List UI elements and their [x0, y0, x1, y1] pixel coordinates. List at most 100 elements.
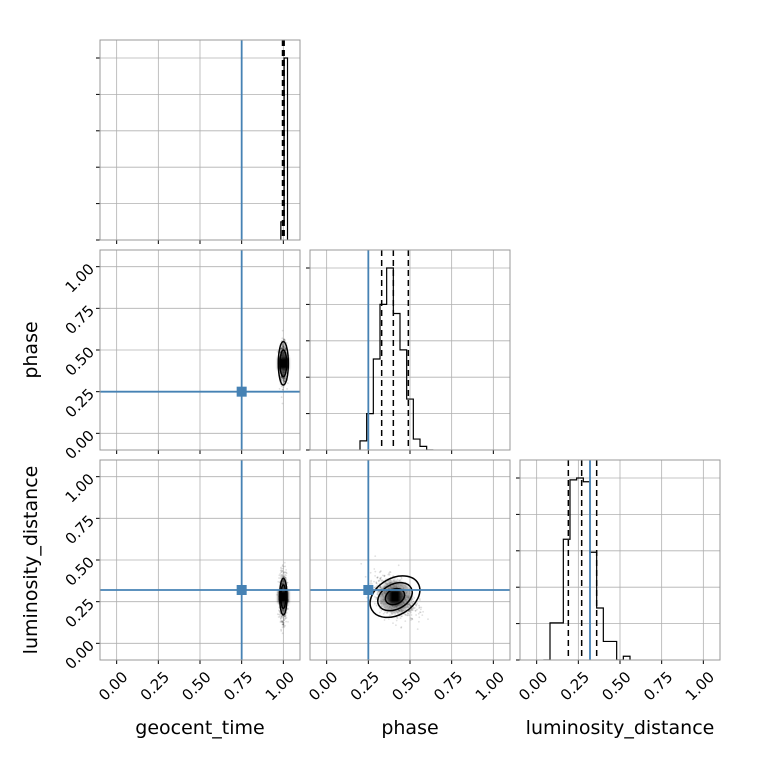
sample-point	[387, 573, 390, 576]
x-tick-label: 0.00	[95, 668, 131, 704]
sample-point	[281, 345, 283, 347]
sample-point	[280, 347, 283, 350]
density-peak	[278, 590, 289, 603]
x-tick-label: 0.50	[178, 668, 214, 704]
truth-marker	[236, 386, 247, 397]
sample-point	[281, 570, 284, 572]
sample-point	[375, 582, 378, 585]
sample-point	[370, 581, 372, 583]
sample-point	[283, 339, 286, 341]
sample-point	[280, 377, 283, 379]
sample-point	[279, 621, 282, 623]
panel-luminosity_distance-vs-phase: 0.00 0.25 0.50 0.75 1.00	[305, 459, 511, 704]
sample-point	[374, 595, 376, 598]
x-tick-label: 0.25	[557, 668, 593, 704]
sample-point	[283, 615, 286, 618]
sample-point	[394, 613, 396, 615]
sample-point	[400, 615, 403, 618]
sample-point	[284, 614, 287, 617]
sample-point	[282, 617, 285, 620]
sample-point	[283, 574, 286, 577]
sample-point	[411, 607, 413, 610]
panel-frame	[99, 249, 301, 451]
sample-point	[418, 607, 420, 609]
sample-point	[373, 586, 376, 589]
sample-point	[378, 579, 381, 582]
sample-point	[406, 614, 409, 617]
sample-point	[281, 388, 284, 391]
sample-point	[286, 608, 289, 611]
sample-point	[284, 576, 287, 579]
sample-point	[279, 575, 282, 577]
sample-point	[281, 620, 284, 623]
x-tick-label: 0.75	[430, 668, 466, 704]
sample-point	[282, 622, 285, 625]
sample-point	[282, 379, 285, 382]
sample-point	[278, 577, 280, 579]
sample-point	[376, 590, 379, 593]
sample-point	[280, 620, 283, 622]
sample-point	[283, 345, 286, 348]
sample-point	[284, 348, 287, 351]
density-fill	[379, 580, 411, 613]
sample-point	[389, 571, 391, 573]
sample-point	[284, 348, 287, 351]
panel-luminosity_distance-vs-luminosity_distance: 0.00 0.25 0.50 0.75 1.00	[515, 459, 721, 704]
sample-point	[285, 342, 288, 344]
panel-luminosity_distance-vs-geocent_time: 0.000.250.500.751.000.00 0.25 0.50 0.75 1.00	[62, 459, 301, 704]
sample-point	[287, 604, 289, 607]
truth-marker	[236, 585, 247, 595]
sample-point	[287, 607, 289, 610]
sample-point	[282, 625, 285, 628]
sample-point	[281, 620, 284, 623]
sample-point	[411, 602, 414, 605]
sample-point	[395, 624, 397, 627]
sample-point	[377, 580, 380, 583]
sample-point	[412, 607, 415, 609]
contour-line	[279, 349, 288, 378]
sample-point	[281, 623, 284, 626]
sample-point	[412, 607, 415, 610]
panel-frame	[309, 249, 511, 451]
y-tick-label: 0.25	[62, 595, 98, 631]
sample-point	[276, 613, 279, 616]
sample-point	[380, 580, 383, 582]
sample-point	[404, 613, 407, 616]
contour-line	[280, 584, 287, 610]
sample-point	[283, 381, 285, 384]
sample-point	[283, 380, 286, 383]
sample-point	[416, 602, 419, 605]
sample-point	[282, 345, 285, 347]
sample-point	[418, 606, 421, 609]
xlabel-geocent_time: geocent_time	[135, 717, 264, 739]
sample-point	[280, 571, 283, 573]
sample-point	[279, 618, 282, 620]
sample-point	[382, 612, 385, 615]
sample-point	[407, 606, 410, 608]
sample-point	[411, 608, 413, 610]
sample-point	[280, 620, 283, 623]
sample-point	[379, 586, 382, 588]
x-tick-label: 0.50	[388, 668, 424, 704]
sample-point	[422, 610, 424, 613]
sample-point	[407, 610, 410, 613]
sample-point	[278, 613, 280, 616]
sample-point	[283, 619, 286, 622]
sample-point	[281, 381, 284, 383]
sample-point	[410, 611, 412, 614]
sample-point	[278, 574, 281, 577]
contour-line	[278, 577, 288, 616]
sample-point	[282, 623, 285, 626]
sample-point	[282, 623, 285, 626]
sample-point	[414, 609, 417, 612]
sample-point	[283, 615, 286, 618]
x-tick-label: 0.00	[305, 668, 341, 704]
sample-point	[282, 621, 285, 624]
sample-point	[374, 555, 377, 557]
sample-point	[281, 574, 284, 577]
sample-point	[399, 617, 402, 619]
sample-point	[380, 609, 383, 612]
sample-point	[411, 609, 414, 612]
sample-point	[389, 571, 392, 574]
sample-point	[393, 578, 396, 580]
